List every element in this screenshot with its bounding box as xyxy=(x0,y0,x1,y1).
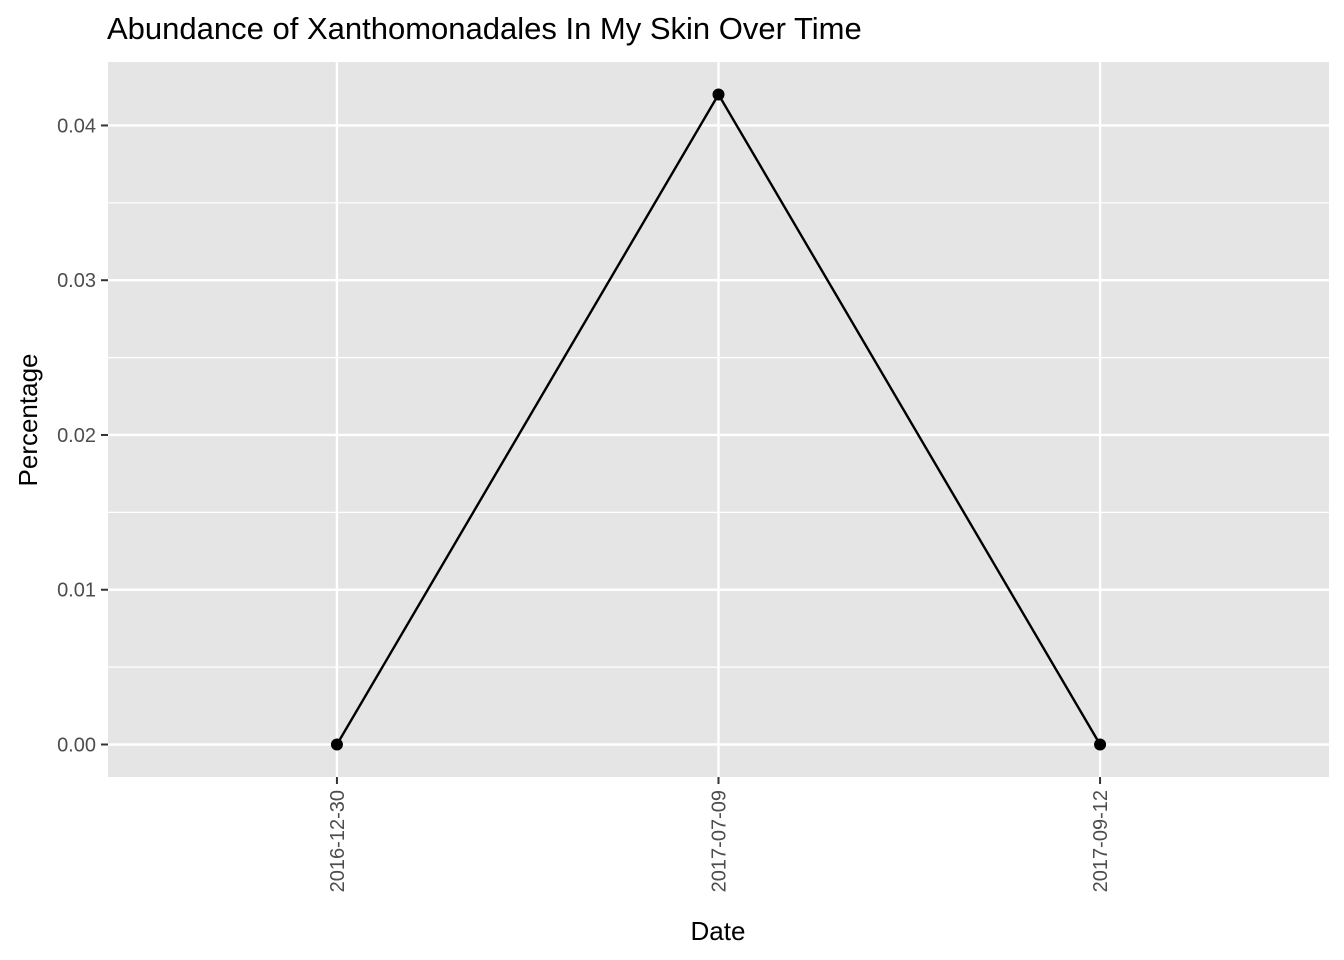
y-axis-ticks: 0.00 0.01 0.02 0.03 0.04 xyxy=(57,115,108,757)
y-tick-label: 0.03 xyxy=(57,270,96,292)
x-tick-label: 2017-07-09 xyxy=(709,790,731,892)
x-tick-label: 2017-09-12 xyxy=(1090,790,1112,892)
major-gridlines xyxy=(108,62,1329,777)
data-point xyxy=(330,738,343,751)
y-tick-label: 0.01 xyxy=(57,580,96,602)
data-point xyxy=(1094,738,1107,751)
y-tick-label: 0.04 xyxy=(57,115,96,137)
x-axis-ticks: 2016-12-30 2017-07-09 2017-09-12 xyxy=(327,777,1112,892)
y-tick-label: 0.02 xyxy=(57,425,96,447)
data-point xyxy=(712,88,725,101)
x-axis-title: Date xyxy=(691,916,746,946)
y-tick-label: 0.00 xyxy=(57,735,96,757)
y-axis-title: Percentage xyxy=(13,354,43,487)
data-points xyxy=(330,88,1107,751)
x-tick-label: 2016-12-30 xyxy=(327,790,349,892)
chart-title: Abundance of Xanthomonadales In My Skin … xyxy=(107,11,862,46)
